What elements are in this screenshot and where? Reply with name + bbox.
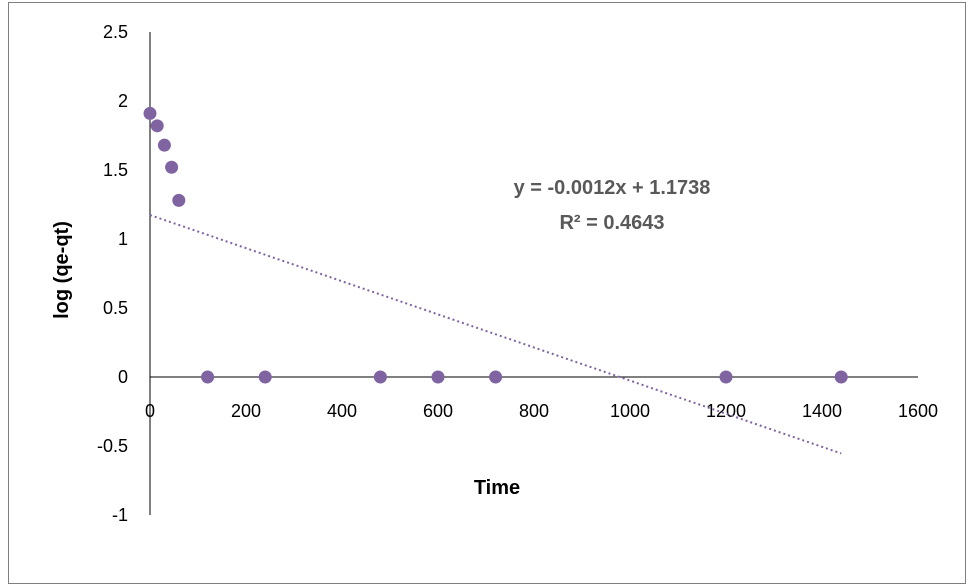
data-point [201,370,215,384]
data-point [150,119,164,133]
y-tick-label: 1.5 [103,160,128,180]
y-tick-label: 0 [118,367,128,387]
x-axis-title: Time [474,477,520,499]
y-tick-label: 0.5 [103,298,128,318]
x-tick-labels: 0 200 400 600 800 1000 1200 1400 1600 [145,401,938,421]
y-tick-label: 1 [118,229,128,249]
x-tick-label: 1000 [610,401,650,421]
data-point [489,370,503,384]
x-tick-label: 1600 [898,401,938,421]
x-tick-label: 400 [327,401,357,421]
x-tick-label: 800 [519,401,549,421]
trendline-equation: y = -0.0012x + 1.1738 [514,177,711,199]
data-points [143,106,848,384]
trendline-r-squared: R² = 0.4643 [559,212,664,234]
chart-frame [8,2,966,584]
y-axis-title: log (qe-qt) [51,221,73,319]
x-tick-label: 1400 [802,401,842,421]
data-point [172,193,186,207]
data-point [373,370,387,384]
trendline [149,214,842,455]
data-point [157,138,171,152]
data-point [834,370,848,384]
y-tick-label: -0.5 [97,436,128,456]
y-tick-label: 2.5 [103,22,128,42]
data-point [258,370,272,384]
data-point [165,160,179,174]
x-tick-label: 600 [423,401,453,421]
y-tick-labels: 2.5 2 1.5 1 0.5 0 -0.5 -1 [97,22,128,525]
data-point [719,370,733,384]
x-tick-label: 1200 [706,401,746,421]
data-point [431,370,445,384]
data-point [143,106,157,120]
y-tick-label: 2 [118,91,128,111]
y-tick-label: -1 [112,505,128,525]
x-tick-label: 200 [231,401,261,421]
